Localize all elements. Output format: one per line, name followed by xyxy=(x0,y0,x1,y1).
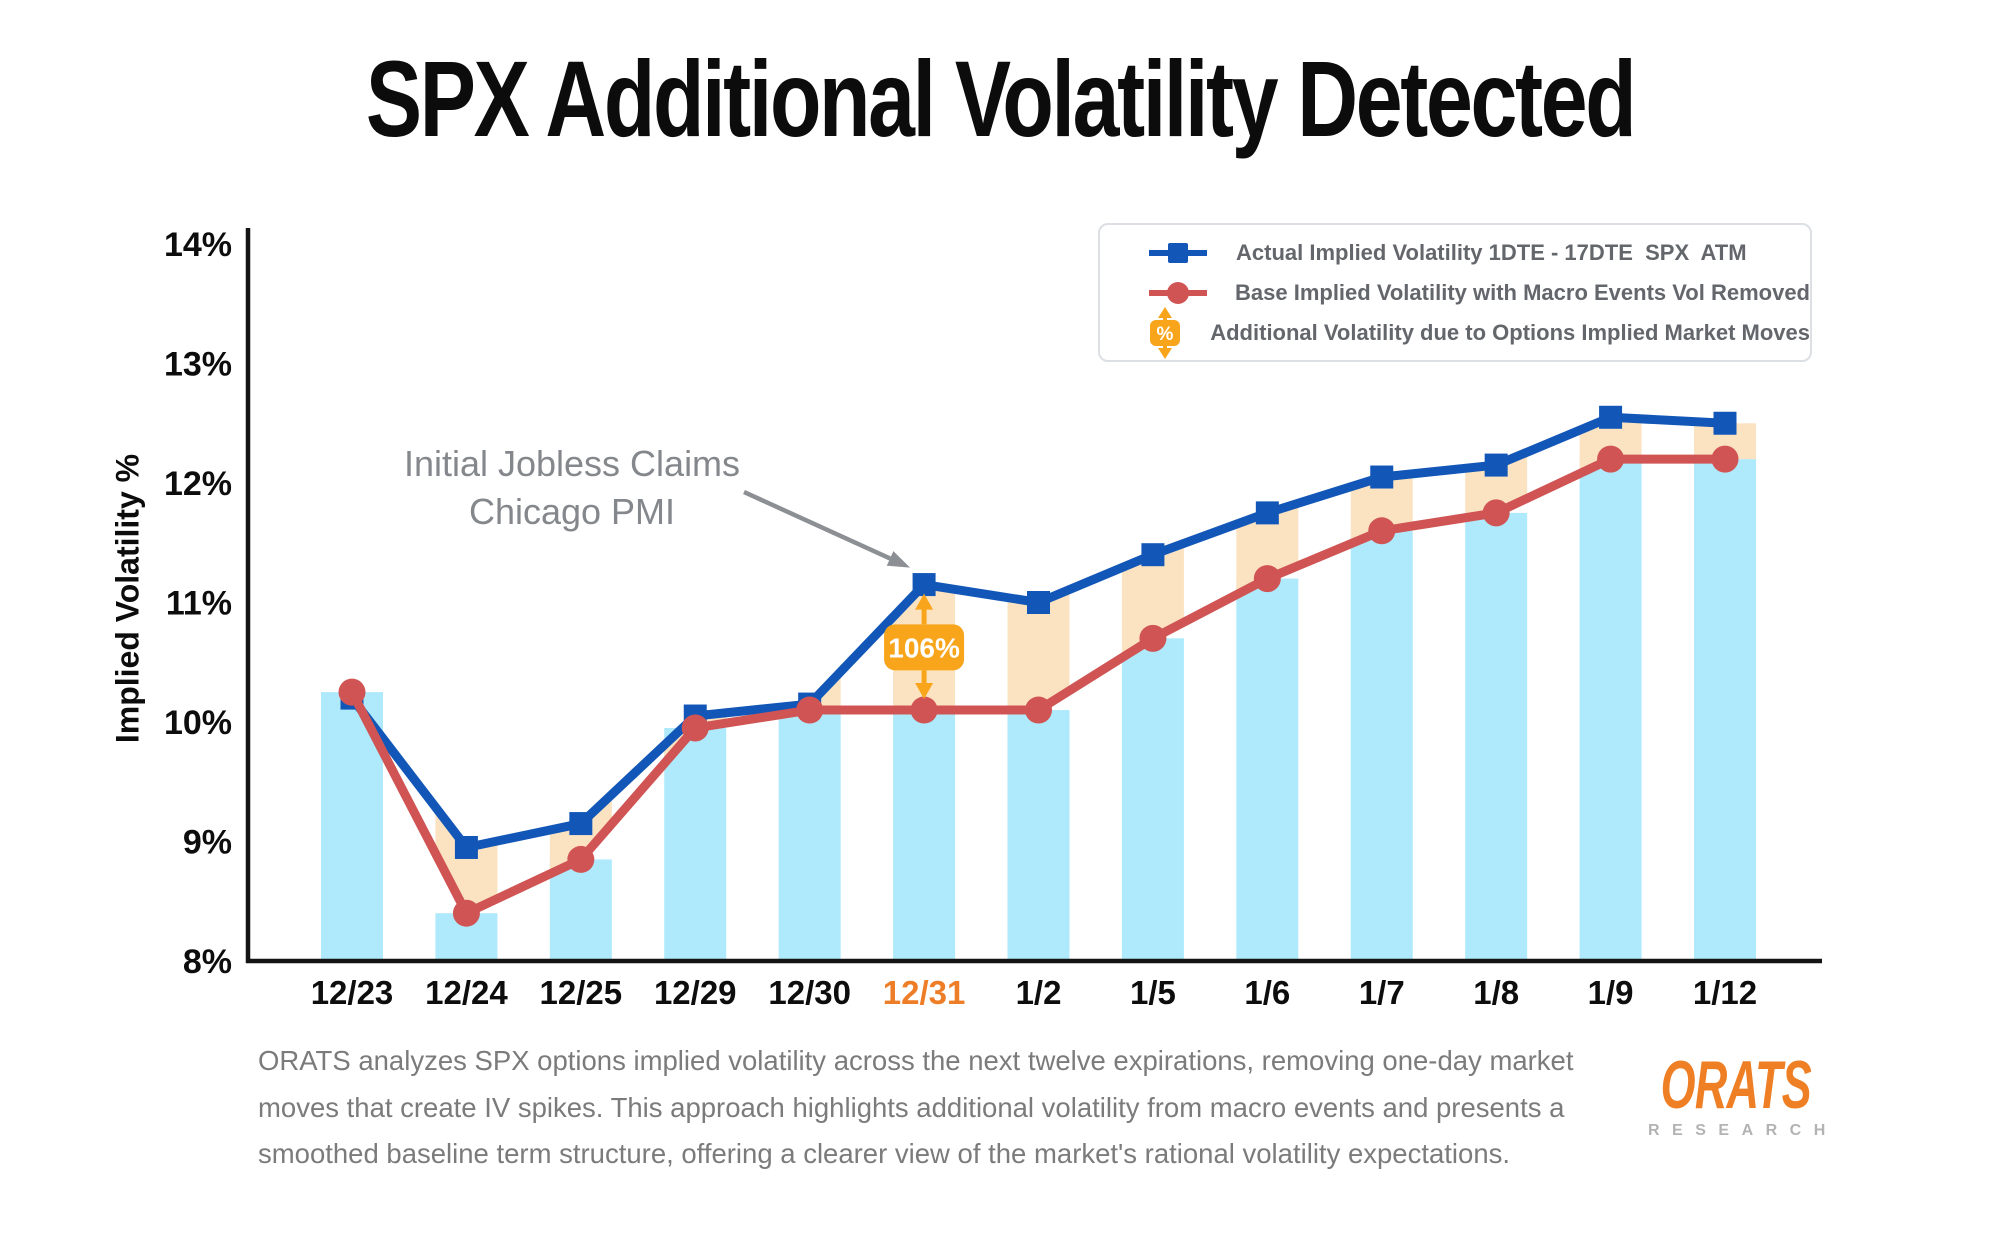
legend: Actual Implied Volatility 1DTE - 17DTE S… xyxy=(1098,223,1812,362)
footer-line-3: smoothed baseline term structure, offeri… xyxy=(258,1138,1511,1169)
annotation-arrow xyxy=(743,489,911,568)
page-title: SPX Additional Volatility Detected xyxy=(365,38,1637,159)
x-tick-label: 12/24 xyxy=(425,974,508,1011)
y-axis-ticks: 14% 13% 12% 11% 10% 9% 8% xyxy=(164,226,232,981)
axes xyxy=(245,228,1822,964)
footer-line-1: ORATS analyzes SPX options implied volat… xyxy=(258,1045,1574,1076)
legend-item-actual-iv: Actual Implied Volatility 1DTE - 17DTE S… xyxy=(1146,233,1810,273)
legend-label-actual-iv: Actual Implied Volatility 1DTE - 17DTE S… xyxy=(1236,239,1747,265)
y-tick-label: 14% xyxy=(164,226,232,264)
footer-line-2: moves that create IV spikes. This approa… xyxy=(258,1091,1565,1123)
annotation-line-2: Chicago PMI xyxy=(468,491,676,532)
highlight-badge-label: 106% xyxy=(888,632,960,663)
base-volatility-bars xyxy=(321,459,1756,961)
page-title-wrap: SPX Additional Volatility Detected xyxy=(0,36,2000,161)
percent-arrows-icon: % xyxy=(1146,306,1184,359)
x-tick-label: 1/8 xyxy=(1473,974,1519,1011)
y-axis-title: Implied Volatility % xyxy=(109,453,146,744)
footer-description: ORATS analyzes SPX options implied volat… xyxy=(258,1038,1618,1178)
macro-event-annotation: Initial Jobless Claims Chicago PMI xyxy=(322,440,822,536)
x-tick-label: 1/2 xyxy=(1016,974,1062,1011)
blue-line-square-icon xyxy=(1146,240,1210,266)
legend-item-base-iv: Base Implied Volatility with Macro Event… xyxy=(1146,273,1810,313)
x-tick-label: 1/5 xyxy=(1130,974,1176,1011)
annotation-line-1: Initial Jobless Claims xyxy=(403,443,741,484)
x-tick-label: 1/9 xyxy=(1588,974,1634,1011)
additional-vol-band xyxy=(435,417,1756,914)
legend-item-additional-vol: % Additional Volatility due to Options I… xyxy=(1146,306,1810,359)
x-tick-label: 1/7 xyxy=(1359,974,1405,1011)
y-tick-label: 8% xyxy=(183,943,232,981)
orats-logo: ORATS xyxy=(1660,1047,1812,1123)
svg-text:%: % xyxy=(1157,324,1174,345)
x-tick-label: 1/12 xyxy=(1693,974,1757,1011)
y-tick-label: 11% xyxy=(166,585,232,623)
x-tick-label: 12/29 xyxy=(654,974,737,1011)
y-tick-label: 12% xyxy=(164,465,232,503)
x-tick-label: 12/31 xyxy=(883,974,966,1011)
base-iv-line xyxy=(338,445,1739,927)
legend-label-base-iv: Base Implied Volatility with Macro Event… xyxy=(1235,279,1810,305)
y-tick-label: 13% xyxy=(164,346,232,384)
x-axis-labels: 12/23 12/24 12/25 12/29 12/30 12/31 1/2 1/5 1/6 1… xyxy=(311,974,1757,1011)
x-tick-label: 1/6 xyxy=(1244,974,1290,1011)
x-tick-label: 12/30 xyxy=(768,974,851,1011)
y-tick-label: 9% xyxy=(183,824,232,862)
orats-logo-subtitle: RESEARCH xyxy=(1648,1122,1838,1139)
y-tick-label: 10% xyxy=(164,704,232,742)
highlight-badge: 106% xyxy=(884,593,965,700)
red-line-circle-icon xyxy=(1146,280,1209,306)
legend-label-additional-vol: Additional Volatility due to Options Imp… xyxy=(1210,319,1810,345)
x-tick-label: 12/23 xyxy=(311,974,394,1011)
x-tick-label: 12/25 xyxy=(540,974,623,1011)
